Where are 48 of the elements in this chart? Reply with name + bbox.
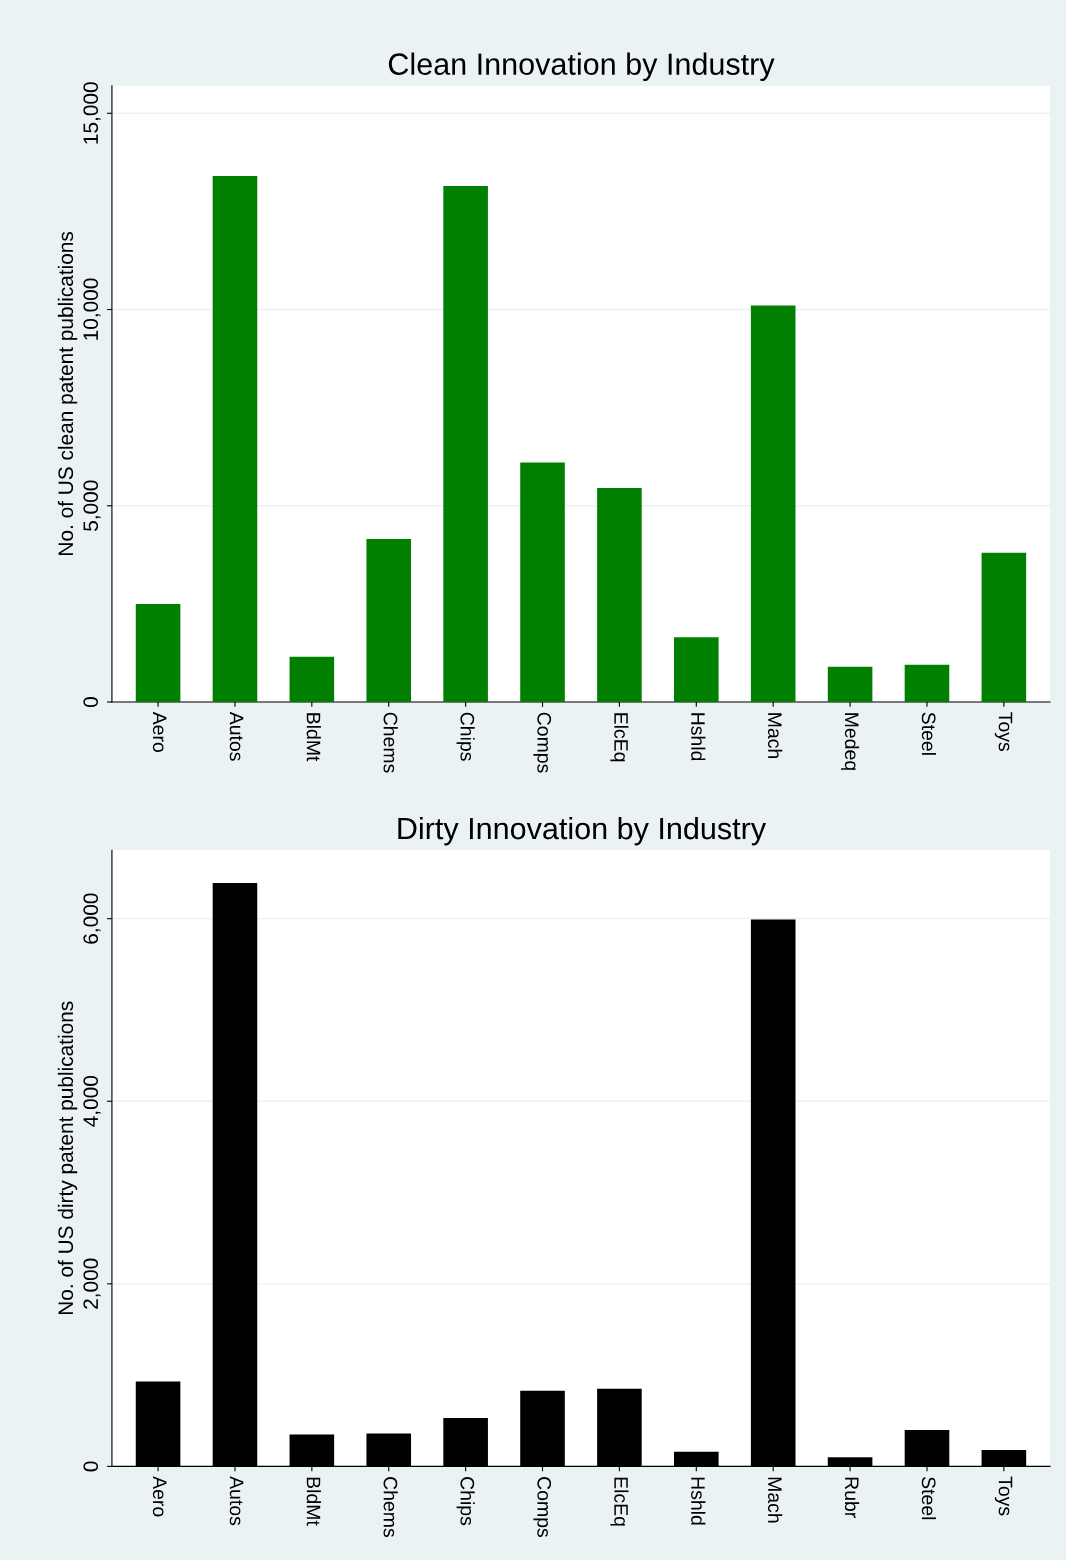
bar [212, 176, 258, 702]
x-tick-label: Mach [767, 1477, 783, 1523]
chart-title: Clean Innovation by Industry [388, 52, 775, 82]
x-tick-label: Mach [767, 713, 783, 759]
x-tick-label: Steel [921, 1477, 937, 1520]
bar [289, 656, 335, 702]
bar [597, 488, 642, 702]
bar [750, 305, 796, 702]
bar [520, 462, 565, 702]
chart-title: Dirty Innovation by Industry [398, 816, 767, 846]
x-tick-label: Chips [456, 1477, 475, 1526]
y-tick-label: 0 [83, 1461, 99, 1472]
x-tick-label: Rubr [844, 1477, 860, 1518]
x-tick-label: ElcEq [610, 713, 629, 762]
x-tick-label: Medeq [841, 713, 860, 770]
x-tick-label: Autos [229, 711, 244, 761]
x-tick-label: Aero [152, 711, 167, 752]
bar [674, 637, 719, 702]
x-tick-label: Toys [994, 712, 1013, 751]
y-axis-title: No. of US clean patent publications [57, 231, 78, 555]
bar [135, 603, 181, 702]
y-axis-title: No. of US dirty patent publications [57, 1001, 78, 1315]
bar [981, 552, 1027, 702]
x-tick-label: BldMt [306, 713, 321, 762]
x-tick-label: Chips [456, 712, 475, 761]
x-tick-label: Chems [383, 1477, 398, 1538]
y-tick-label: 6,000 [83, 893, 101, 944]
x-tick-label: Hshld [691, 1477, 706, 1525]
y-tick-label: 4,000 [83, 1075, 101, 1127]
bar [827, 666, 873, 702]
bar [366, 539, 412, 702]
y-tick-label: 10,000 [83, 278, 101, 340]
x-tick-label: Comps [533, 1477, 552, 1538]
x-tick-label: Aero [152, 1476, 167, 1517]
x-tick-label: Hshld [691, 713, 706, 761]
bar [443, 185, 488, 702]
y-tick-label: 15,000 [83, 82, 101, 144]
y-tick-label: 0 [83, 697, 99, 707]
y-tick-label: 5,000 [83, 480, 101, 531]
x-tick-label: Toys [994, 1476, 1013, 1516]
bar [904, 664, 950, 702]
x-tick-label: Steel [921, 712, 937, 755]
x-tick-label: Autos [229, 1476, 244, 1526]
x-tick-label: ElcEq [610, 1477, 629, 1526]
x-tick-label: Chems [383, 712, 398, 773]
x-tick-label: BldMt [306, 1477, 321, 1526]
x-tick-label: Comps [533, 712, 552, 773]
y-tick-label: 2,000 [83, 1258, 101, 1309]
